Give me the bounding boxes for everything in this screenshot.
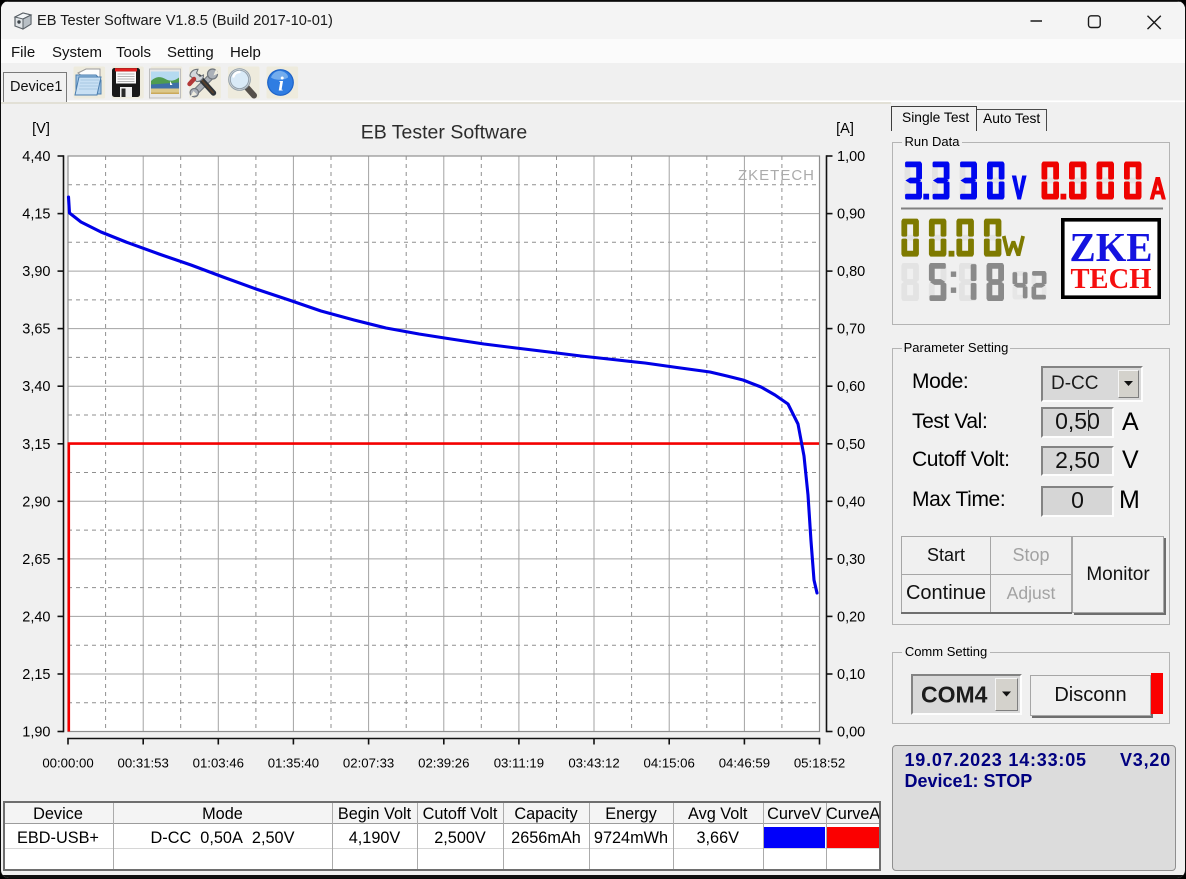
- svg-text:[V]: [V]: [32, 121, 50, 137]
- svg-text:[A]: [A]: [836, 121, 854, 137]
- svg-text:05:18:52: 05:18:52: [794, 756, 845, 771]
- svg-text:03:11:19: 03:11:19: [494, 756, 544, 771]
- svg-text:2,90: 2,90: [22, 494, 50, 510]
- svg-text:04:46:59: 04:46:59: [719, 756, 770, 771]
- svg-text:03:43:12: 03:43:12: [568, 756, 619, 771]
- svg-text:0,10: 0,10: [837, 667, 865, 683]
- svg-text:i: i: [278, 74, 284, 96]
- svg-text:00:00:00: 00:00:00: [42, 756, 93, 771]
- svg-text:0,30: 0,30: [837, 552, 865, 568]
- svg-text:2,65: 2,65: [22, 552, 50, 568]
- svg-text:00:31:53: 00:31:53: [118, 756, 169, 771]
- svg-text:0,00: 0,00: [837, 725, 865, 741]
- svg-text:3,40: 3,40: [22, 379, 50, 395]
- svg-text:4,40: 4,40: [22, 149, 50, 165]
- svg-text:4,15: 4,15: [22, 207, 50, 223]
- svg-text:0,60: 0,60: [837, 379, 865, 395]
- svg-text:02:39:26: 02:39:26: [418, 756, 469, 771]
- svg-text:2,40: 2,40: [22, 609, 50, 625]
- svg-text:0,40: 0,40: [837, 494, 865, 510]
- svg-text:0,80: 0,80: [837, 264, 865, 280]
- svg-text:01:03:46: 01:03:46: [193, 756, 244, 771]
- svg-text:02:07:33: 02:07:33: [343, 756, 394, 771]
- svg-text:ZKETECH: ZKETECH: [738, 167, 815, 184]
- svg-text:ZKE: ZKE: [1070, 224, 1153, 270]
- svg-text:0,20: 0,20: [837, 609, 865, 625]
- svg-text:3,90: 3,90: [22, 264, 50, 280]
- svg-text:01:35:40: 01:35:40: [268, 756, 319, 771]
- svg-text:0,70: 0,70: [837, 322, 865, 338]
- svg-text:04:15:06: 04:15:06: [644, 756, 695, 771]
- svg-text:2,15: 2,15: [22, 667, 50, 683]
- svg-text:0,90: 0,90: [837, 207, 865, 223]
- svg-text:0,50: 0,50: [837, 437, 865, 453]
- svg-text:1,90: 1,90: [22, 725, 50, 741]
- svg-text:3,65: 3,65: [22, 322, 50, 338]
- svg-text:EB Tester Software: EB Tester Software: [361, 122, 528, 144]
- svg-text:3,15: 3,15: [22, 437, 50, 453]
- svg-text:1,00: 1,00: [837, 149, 865, 165]
- svg-text:TECH: TECH: [1071, 264, 1152, 295]
